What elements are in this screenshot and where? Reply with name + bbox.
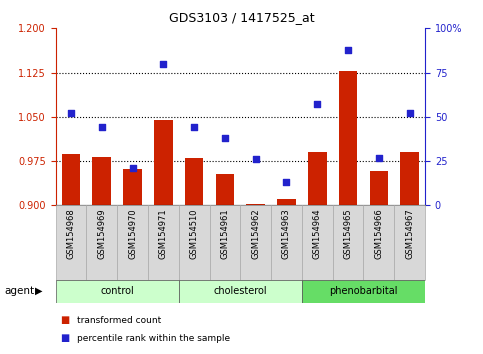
Text: GDS3103 / 1417525_at: GDS3103 / 1417525_at: [169, 11, 314, 24]
Bar: [271, 205, 302, 280]
Bar: [62, 154, 80, 205]
Text: transformed count: transformed count: [77, 316, 161, 325]
Point: [375, 155, 383, 160]
Text: agent: agent: [5, 286, 35, 296]
Text: GSM154965: GSM154965: [343, 208, 353, 259]
Text: GSM154961: GSM154961: [220, 208, 229, 259]
Bar: [56, 280, 179, 303]
Text: cholesterol: cholesterol: [213, 286, 267, 296]
Bar: [333, 205, 364, 280]
Text: GSM154510: GSM154510: [190, 208, 199, 259]
Text: GSM154967: GSM154967: [405, 208, 414, 259]
Bar: [308, 152, 327, 205]
Point: [313, 102, 321, 107]
Bar: [240, 205, 271, 280]
Text: ■: ■: [60, 315, 70, 325]
Bar: [302, 280, 425, 303]
Text: GSM154964: GSM154964: [313, 208, 322, 259]
Text: phenobarbital: phenobarbital: [329, 286, 398, 296]
Text: control: control: [100, 286, 134, 296]
Bar: [86, 205, 117, 280]
Text: ■: ■: [60, 333, 70, 343]
Bar: [339, 72, 357, 205]
Bar: [215, 174, 234, 205]
Point: [252, 156, 259, 162]
Bar: [117, 205, 148, 280]
Text: ▶: ▶: [35, 286, 43, 296]
Text: GSM154966: GSM154966: [374, 208, 384, 259]
Point: [406, 110, 413, 116]
Bar: [277, 199, 296, 205]
Bar: [123, 169, 142, 205]
Bar: [400, 152, 419, 205]
Point: [159, 61, 167, 67]
Text: GSM154968: GSM154968: [67, 208, 75, 259]
Point: [283, 179, 290, 185]
Text: GSM154963: GSM154963: [282, 208, 291, 259]
Bar: [92, 157, 111, 205]
Text: GSM154962: GSM154962: [251, 208, 260, 259]
Point: [190, 125, 198, 130]
Bar: [364, 205, 394, 280]
Bar: [302, 205, 333, 280]
Point: [344, 47, 352, 52]
Bar: [246, 204, 265, 205]
Point: [98, 125, 106, 130]
Bar: [148, 205, 179, 280]
Bar: [179, 205, 210, 280]
Text: GSM154970: GSM154970: [128, 208, 137, 259]
Text: GSM154971: GSM154971: [159, 208, 168, 259]
Point: [128, 165, 136, 171]
Bar: [185, 158, 203, 205]
Bar: [394, 205, 425, 280]
Bar: [179, 280, 302, 303]
Text: GSM154969: GSM154969: [97, 208, 106, 259]
Point: [221, 135, 229, 141]
Bar: [154, 120, 172, 205]
Bar: [210, 205, 240, 280]
Text: percentile rank within the sample: percentile rank within the sample: [77, 333, 230, 343]
Point: [67, 110, 75, 116]
Bar: [369, 171, 388, 205]
Bar: [56, 205, 86, 280]
